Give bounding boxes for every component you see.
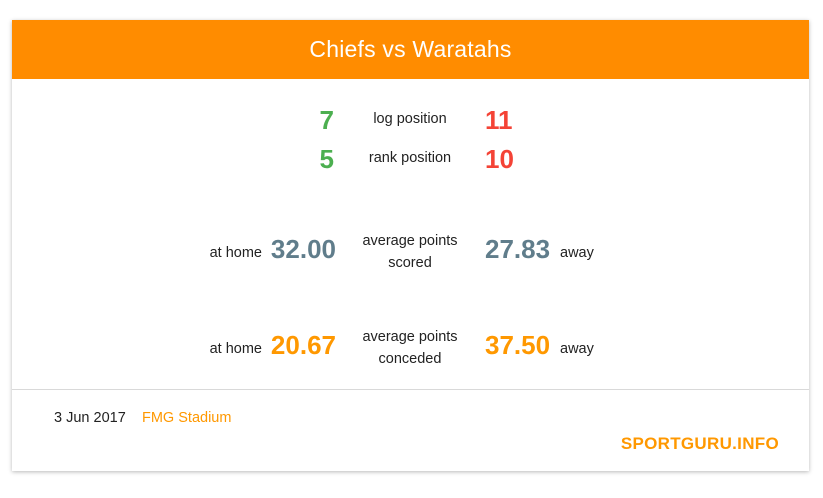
scored-label-line2: scored xyxy=(388,255,432,271)
scored-away-label: away xyxy=(560,245,594,261)
rank-position-label: rank position xyxy=(368,150,452,166)
away-rank-position: 10 xyxy=(485,144,514,174)
scored-label: average points scored xyxy=(350,230,470,274)
scored-home-label: at home xyxy=(209,245,262,261)
scored-home-value: 32.00 xyxy=(270,234,336,264)
conceded-home-label: at home xyxy=(209,341,262,357)
brand-link[interactable]: SPORTGURU.INFO xyxy=(620,434,779,453)
footer-divider xyxy=(12,389,809,390)
match-date: 3 Jun 2017 xyxy=(54,410,126,426)
conceded-label-line2: conceded xyxy=(378,351,442,367)
conceded-label: average points conceded xyxy=(350,326,470,370)
scored-label-line1: average points xyxy=(362,233,458,249)
conceded-home-value: 20.67 xyxy=(270,330,336,360)
away-log-position: 11 xyxy=(485,105,513,135)
match-title: Chiefs vs Waratahs xyxy=(309,36,512,62)
home-rank-position: 5 xyxy=(319,144,334,174)
match-card: Chiefs vs Waratahs 7 log position 11 5 r… xyxy=(12,20,809,471)
conceded-away-label: away xyxy=(560,341,594,357)
conceded-away-value: 37.50 xyxy=(485,330,551,360)
venue-link[interactable]: FMG Stadium xyxy=(142,410,232,426)
scored-away-value: 27.83 xyxy=(485,234,551,264)
home-log-position: 7 xyxy=(319,105,334,135)
conceded-label-line1: average points xyxy=(362,329,458,345)
match-header: Chiefs vs Waratahs xyxy=(12,20,809,79)
log-position-label: log position xyxy=(373,111,447,127)
